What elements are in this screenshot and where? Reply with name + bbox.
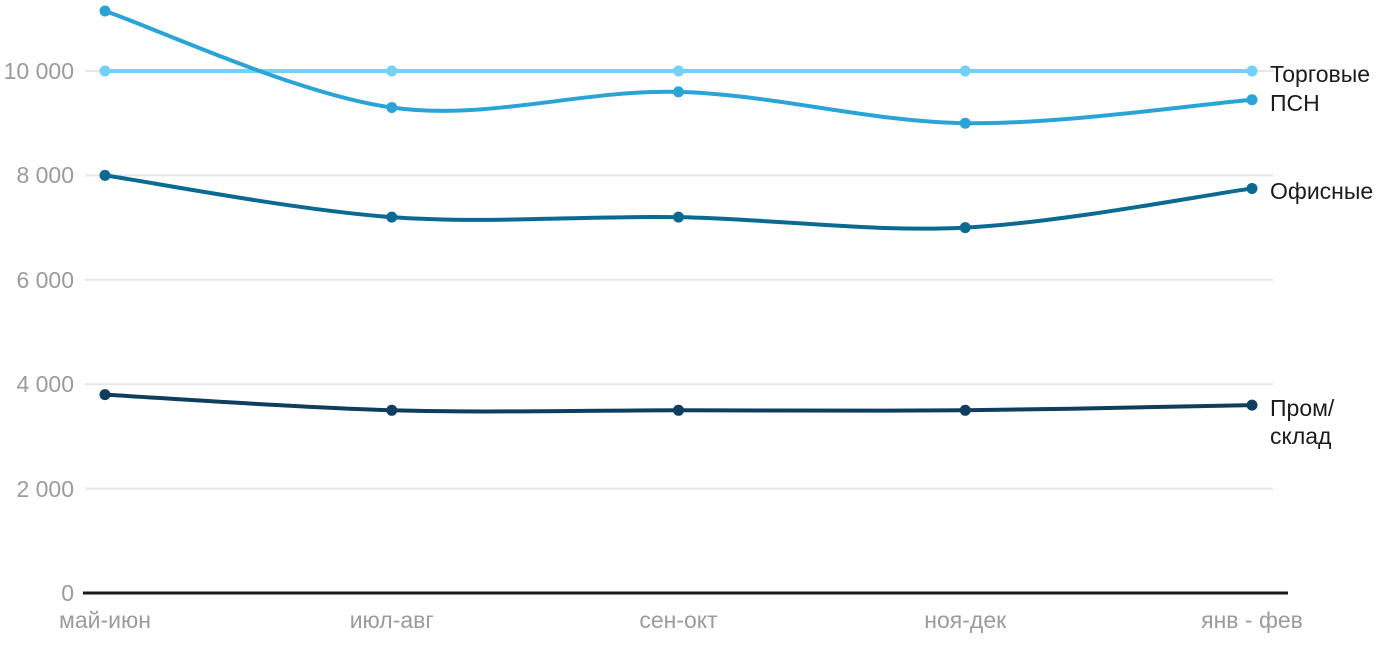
data-point-ofisnye[interactable] [1246,182,1258,194]
series-label-prom-sklad: Пром/склад [1270,395,1335,450]
data-point-prom-sklad[interactable] [673,404,684,416]
x-axis-tick-label: янв - фев [1201,607,1303,633]
y-axis-tick-label: 4 000 [16,371,74,398]
data-point-torgovye[interactable] [99,65,111,77]
data-point-prom-sklad[interactable] [386,404,398,416]
data-point-prom-sklad[interactable] [1246,399,1258,411]
x-axis-tick-label: сен-окт [639,607,718,633]
x-axis-tick-label: ноя-дек [924,607,1007,633]
data-point-torgovye[interactable] [673,65,684,77]
series-label-torgovye: Торговые [1270,61,1371,87]
data-point-torgovye[interactable] [386,65,398,77]
data-point-psn[interactable] [673,86,684,98]
series-label-psn: ПСН [1270,89,1320,116]
data-point-torgovye[interactable] [959,65,971,77]
y-axis-tick-label: 8 000 [16,162,74,189]
y-axis-tick-label: 10 000 [3,58,74,84]
x-axis-tick-label: май-июн [59,607,151,633]
data-point-ofisnye[interactable] [959,222,971,234]
data-point-psn[interactable] [1246,94,1258,106]
series-label-ofisnye: Офисные [1270,178,1374,205]
data-point-ofisnye[interactable] [386,211,398,223]
data-point-prom-sklad[interactable] [959,404,971,416]
y-axis-tick-label: 0 [61,580,74,606]
data-point-ofisnye[interactable] [99,169,111,181]
y-axis-tick-label: 6 000 [16,266,74,293]
x-axis-tick-label: июл-авг [349,607,434,633]
data-point-psn[interactable] [386,102,398,114]
data-point-ofisnye[interactable] [673,211,684,223]
data-point-psn[interactable] [99,5,111,17]
data-point-prom-sklad[interactable] [99,389,111,401]
data-point-torgovye[interactable] [1246,65,1258,77]
data-point-psn[interactable] [959,117,971,129]
y-axis-tick-label: 2 000 [16,475,74,502]
